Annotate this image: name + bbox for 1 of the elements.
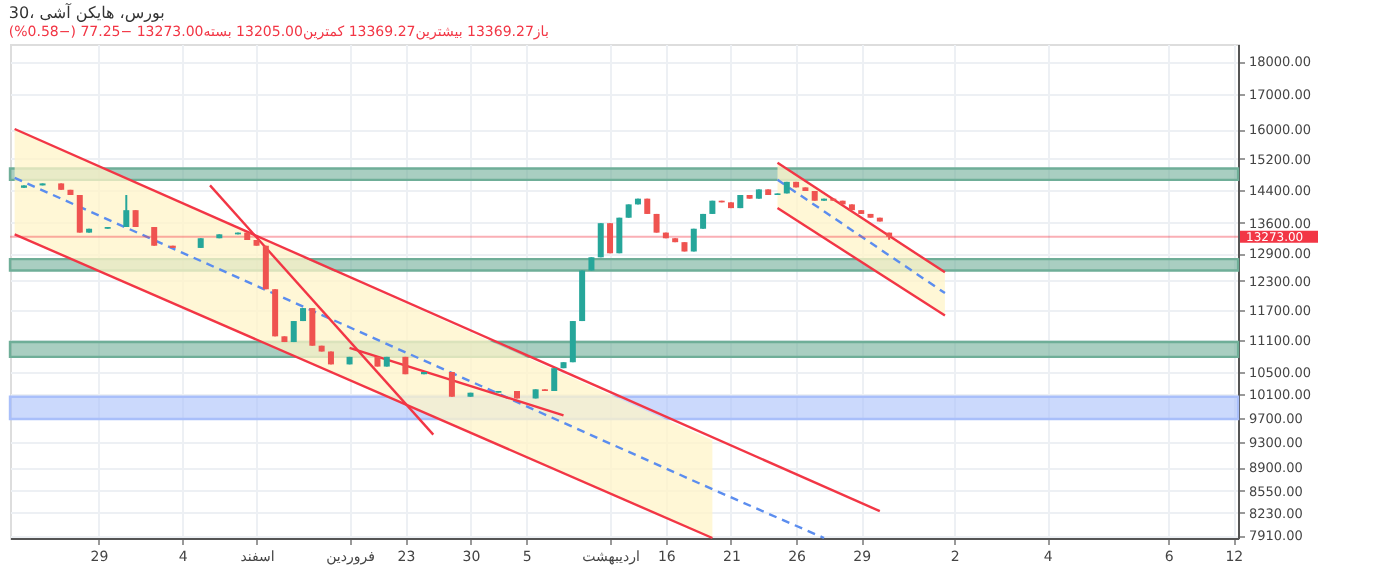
chart-title: 30، بورس، هایکن آشی [8,2,165,22]
